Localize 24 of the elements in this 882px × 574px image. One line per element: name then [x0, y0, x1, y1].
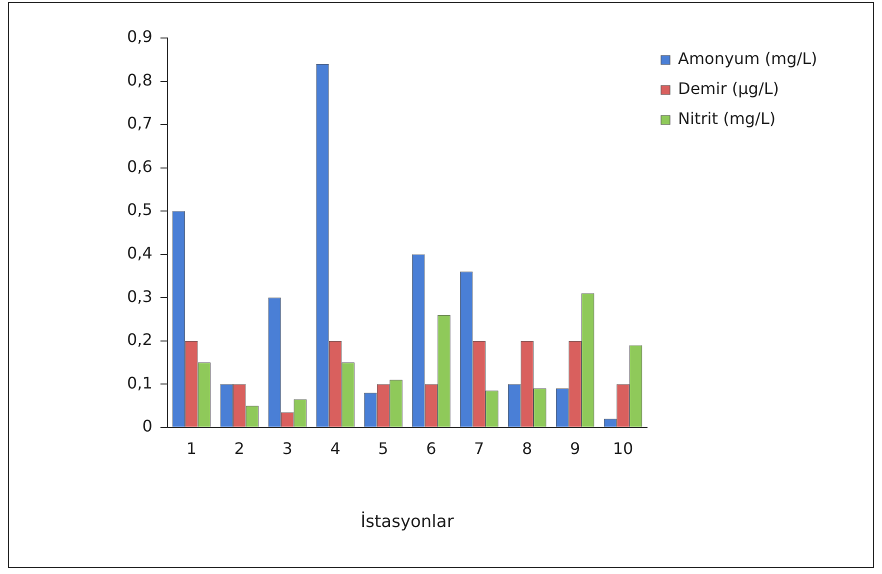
x-tick-label: 1 [186, 439, 197, 458]
x-tick-label: 8 [522, 439, 532, 458]
y-tick-label: 0,7 [126, 114, 152, 133]
y-tick-label: 0,1 [126, 373, 152, 392]
x-tick-label: 7 [474, 439, 484, 458]
x-tick-label: 2 [234, 439, 244, 458]
legend-label: Demir (µg/L) [678, 79, 779, 98]
y-tick-label: 0,5 [126, 200, 152, 220]
legend-label: Nitrit (mg/L) [678, 109, 776, 128]
x-tick-label: 5 [378, 439, 388, 458]
x-tick-label: 4 [330, 439, 340, 458]
x-tick-label: 6 [426, 439, 436, 458]
y-tick-label: 0,9 [126, 27, 152, 46]
y-tick-label: 0,8 [126, 70, 152, 90]
x-tick-label: 9 [570, 439, 580, 458]
x-tick-label: 3 [282, 439, 292, 458]
y-tick-label: 0,3 [126, 286, 152, 306]
y-tick-label: 0,6 [126, 156, 152, 176]
y-tick-label: 0,2 [126, 330, 152, 350]
legend-label: Amonyum (mg/L) [678, 49, 818, 68]
y-tick-label: 0 [142, 416, 152, 436]
y-tick-label: 0,4 [126, 243, 152, 262]
x-tick-label: 10 [612, 439, 634, 458]
x-axis-title: İstasyonlar [360, 511, 454, 532]
